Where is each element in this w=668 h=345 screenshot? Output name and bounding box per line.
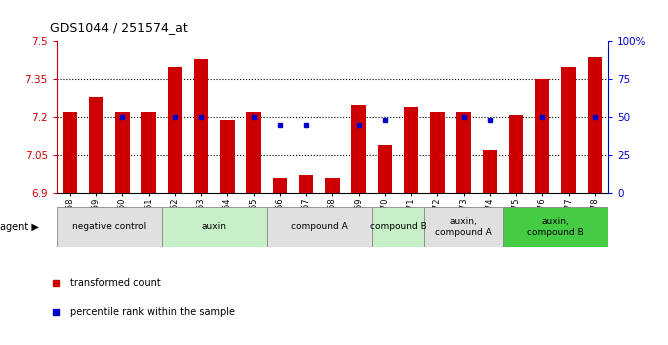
Bar bbox=[267, 207, 371, 247]
Bar bbox=[325, 178, 339, 193]
Bar bbox=[377, 145, 392, 193]
Text: auxin: auxin bbox=[202, 222, 226, 231]
Text: auxin,
compound B: auxin, compound B bbox=[527, 217, 584, 237]
Bar bbox=[57, 207, 162, 247]
Bar bbox=[456, 112, 471, 193]
Bar bbox=[142, 112, 156, 193]
Bar bbox=[424, 207, 503, 247]
Bar bbox=[89, 97, 104, 193]
Text: compound B: compound B bbox=[369, 222, 426, 231]
Bar bbox=[588, 57, 602, 193]
Bar bbox=[430, 112, 444, 193]
Bar bbox=[115, 112, 130, 193]
Bar bbox=[561, 67, 576, 193]
Bar bbox=[351, 105, 366, 193]
Text: compound A: compound A bbox=[291, 222, 347, 231]
Text: agent ▶: agent ▶ bbox=[0, 222, 39, 232]
Bar bbox=[194, 59, 208, 193]
Bar bbox=[162, 207, 267, 247]
Bar bbox=[404, 107, 418, 193]
Text: percentile rank within the sample: percentile rank within the sample bbox=[70, 307, 235, 317]
Bar bbox=[299, 176, 313, 193]
Text: transformed count: transformed count bbox=[70, 278, 161, 288]
Bar bbox=[168, 67, 182, 193]
Bar bbox=[535, 79, 550, 193]
Bar bbox=[220, 120, 234, 193]
Bar bbox=[503, 207, 608, 247]
Text: negative control: negative control bbox=[72, 222, 146, 231]
Text: auxin,
compound A: auxin, compound A bbox=[435, 217, 492, 237]
Text: GDS1044 / 251574_at: GDS1044 / 251574_at bbox=[50, 21, 188, 34]
Bar bbox=[509, 115, 523, 193]
Bar bbox=[482, 150, 497, 193]
Bar bbox=[371, 207, 424, 247]
Bar bbox=[273, 178, 287, 193]
Bar bbox=[246, 112, 261, 193]
Bar bbox=[63, 112, 77, 193]
